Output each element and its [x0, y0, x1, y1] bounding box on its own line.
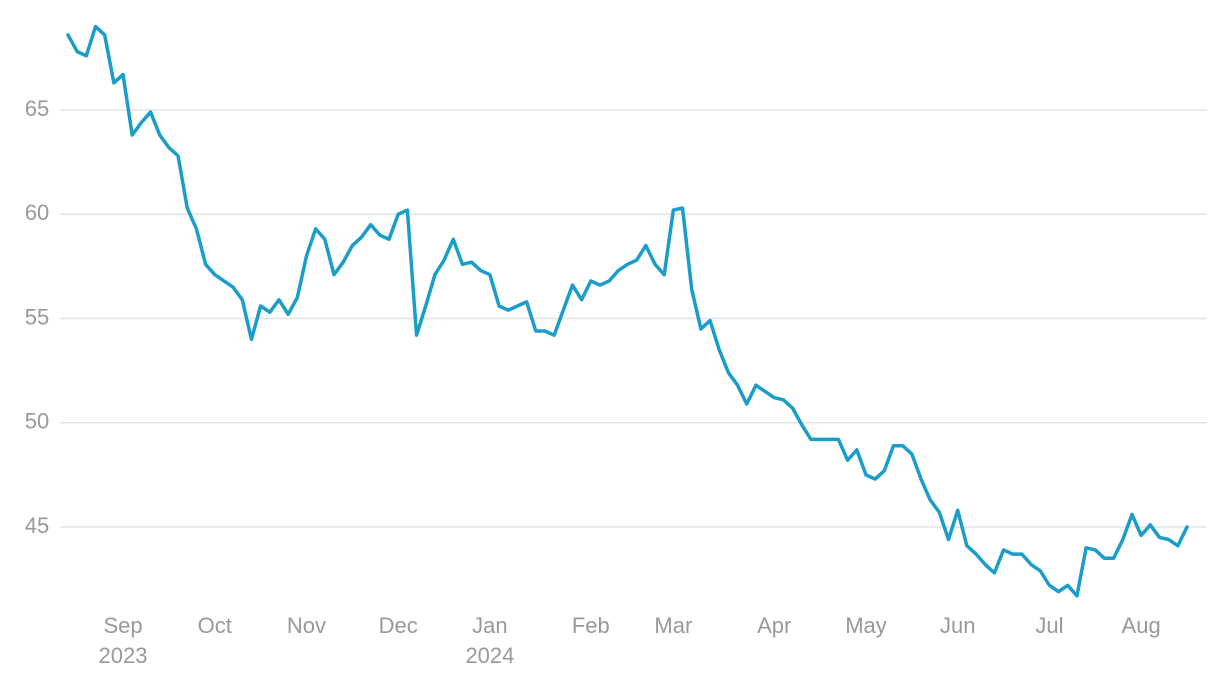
y-tick-label: 55	[25, 304, 49, 329]
y-tick-label: 50	[25, 409, 49, 434]
x-tick-label: Oct	[198, 613, 232, 638]
y-tick-label: 65	[25, 96, 49, 121]
line-series	[66, 24, 1189, 598]
x-tick-label: Jan 2024	[465, 613, 514, 668]
x-tick-label: Aug	[1122, 613, 1161, 638]
x-tick-label: Apr	[757, 613, 791, 638]
x-tick-label: Jun	[940, 613, 975, 638]
y-tick-label: 60	[25, 200, 49, 225]
x-tick-label: Sep 2023	[99, 613, 148, 668]
y-tick-label: 45	[25, 513, 49, 538]
x-tick-label: May	[845, 613, 887, 638]
x-tick-label: Dec	[379, 613, 418, 638]
x-tick-label: Nov	[287, 613, 326, 638]
x-tick-label: Mar	[654, 613, 692, 638]
x-tick-label: Jul	[1035, 613, 1063, 638]
x-tick-label: Feb	[572, 613, 610, 638]
